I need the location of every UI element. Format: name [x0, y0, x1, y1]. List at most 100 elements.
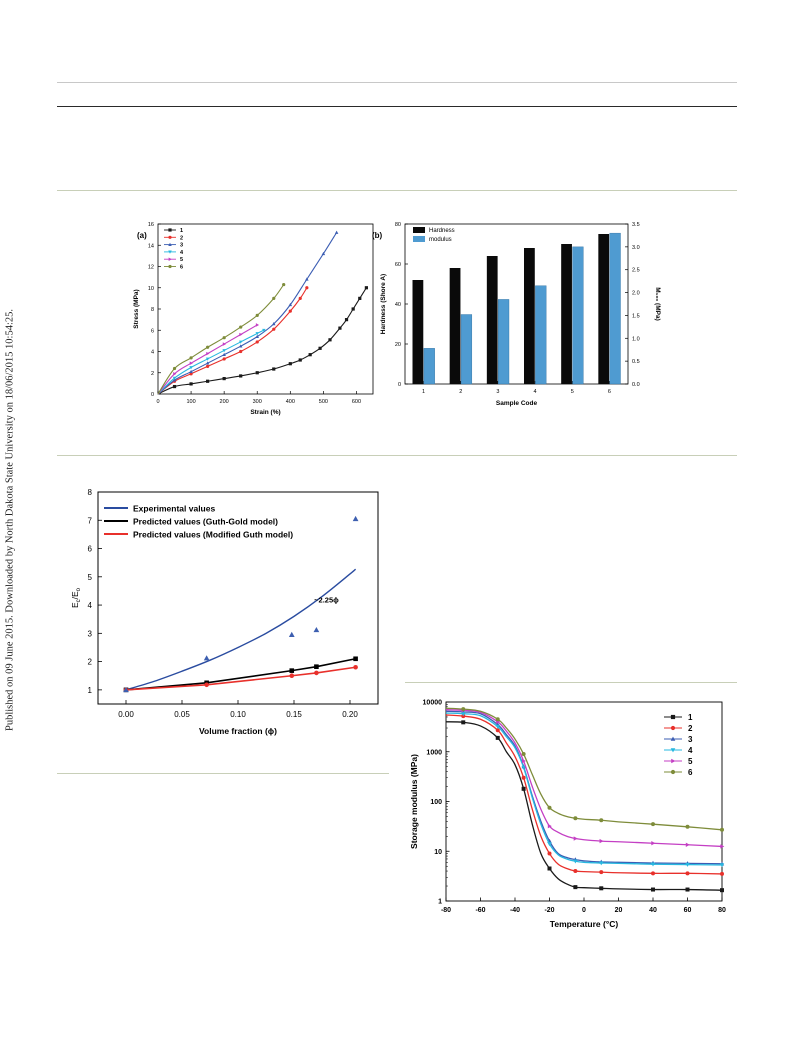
data-point-6: [239, 325, 243, 329]
x-tick-label: 0.15: [286, 710, 302, 719]
data-point-4: [262, 328, 266, 333]
data-point-5: [685, 842, 690, 847]
download-notice: Published on 09 June 2015. Downloaded by…: [4, 308, 16, 731]
x-tick-label: 60: [684, 907, 692, 914]
data-point-6: [521, 752, 526, 757]
x-tick-label: 500: [319, 399, 328, 405]
y-axis-label-main: E: [70, 602, 80, 608]
y-tick-label: 4: [151, 350, 154, 356]
data-point-2: [521, 775, 526, 780]
data-point-1: [338, 326, 342, 330]
x-tick-label: 0: [156, 399, 159, 405]
x-tick-label: 0.05: [174, 710, 190, 719]
data-point-2: [314, 670, 319, 676]
legend-label-1: 1: [180, 228, 183, 234]
data-point-1: [298, 358, 302, 362]
series-line-4: [445, 712, 723, 866]
y-right-tick-label: 2.5: [632, 268, 640, 274]
y-tick-label: 3: [88, 629, 93, 638]
data-point-1: [314, 664, 319, 669]
legend-marker: [168, 242, 172, 246]
data-point-experimental: [123, 686, 129, 693]
bar-modulus-3: [498, 299, 510, 385]
data-point-6: [189, 356, 193, 360]
legend-marker: [168, 257, 172, 261]
data-point-1: [318, 346, 322, 350]
data-point-1: [599, 886, 604, 891]
data-point-3: [305, 277, 309, 281]
y-tick-label: 20: [395, 342, 401, 348]
data-point-3: [321, 251, 326, 256]
x-tick-label: 0.00: [118, 710, 134, 719]
data-point-5: [651, 841, 656, 846]
legend-label-3: 3: [180, 243, 183, 249]
data-point-6: [282, 282, 286, 287]
y-axis-label-mid: /E: [70, 591, 80, 599]
series-line-2: [157, 287, 308, 395]
legend-label-4: 4: [180, 250, 184, 256]
data-point-1: [239, 374, 243, 378]
data-point-6: [272, 296, 276, 300]
series-line-1: [157, 287, 367, 395]
data-point-2: [353, 664, 358, 670]
legend-swatch: [413, 236, 425, 242]
data-point-5: [521, 758, 526, 764]
data-point-4: [172, 376, 177, 380]
legend-marker: [168, 250, 172, 254]
bar-hardness-5: [561, 244, 572, 384]
y-tick-label: 6: [88, 545, 93, 554]
data-point-5: [222, 342, 226, 346]
data-point-6: [573, 816, 578, 821]
bar-modulus-5: [572, 246, 584, 385]
x-tick-label: 40: [649, 907, 657, 914]
x-tick-label: 1: [422, 389, 425, 395]
data-point-4: [547, 842, 552, 847]
y-tick-label: 10000: [423, 700, 443, 707]
data-point-1: [272, 367, 276, 371]
x-tick-label: -80: [441, 907, 451, 914]
x-tick-label: 2: [459, 389, 462, 395]
data-point-1: [353, 656, 358, 662]
data-point-2: [495, 728, 500, 733]
y-tick-label: 10: [148, 286, 154, 292]
legend-label-3: 3: [688, 735, 693, 744]
bar-hardness-6: [598, 234, 610, 384]
x-tick-label: 300: [253, 399, 262, 405]
legend-swatch: [413, 227, 425, 233]
annotation-slope: ~2.25ϕ: [314, 595, 339, 604]
legend-marker: [670, 725, 676, 731]
data-point-3: [255, 334, 259, 338]
rule-top: [57, 82, 737, 83]
data-point-experimental: [313, 626, 320, 633]
y-axis-label-sub1: c: [76, 599, 82, 602]
data-point-3: [288, 302, 293, 307]
data-point-2: [206, 364, 210, 368]
series-line-1: [125, 657, 356, 691]
data-point-1: [172, 384, 177, 389]
data-point-4: [521, 765, 526, 770]
data-point-2: [289, 673, 295, 679]
y-tick-label: 7: [88, 516, 93, 525]
data-point-1: [289, 668, 295, 673]
x-tick-label: 5: [571, 389, 574, 395]
data-point-3: [334, 230, 339, 234]
x-tick-label: 80: [718, 907, 726, 914]
data-point-1: [222, 376, 226, 381]
data-point-3: [238, 344, 243, 348]
data-point-1: [547, 866, 552, 871]
y-tick-label: 6: [151, 328, 154, 334]
y-tick-label: 4: [88, 601, 93, 610]
data-point-5: [599, 838, 604, 844]
series-line-3: [157, 232, 338, 395]
data-point-3: [189, 369, 193, 374]
data-point-4: [685, 862, 690, 867]
data-point-1: [288, 362, 292, 366]
data-point-1: [358, 296, 362, 300]
legend-marker: [671, 758, 676, 764]
y-right-tick-label: 2.0: [632, 291, 640, 297]
y-tick-label: 1000: [426, 749, 442, 756]
legend-label-5: 5: [180, 257, 183, 263]
x-tick-label: -60: [475, 907, 485, 914]
data-point-5: [189, 361, 193, 365]
